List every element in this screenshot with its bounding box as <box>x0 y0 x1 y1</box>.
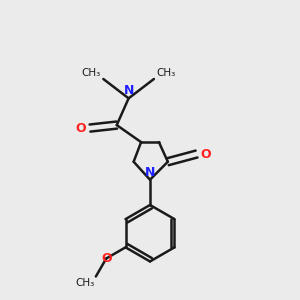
Text: O: O <box>200 148 211 160</box>
Text: N: N <box>123 84 134 97</box>
Text: O: O <box>76 122 86 134</box>
Text: CH₃: CH₃ <box>75 278 94 288</box>
Text: N: N <box>145 166 155 179</box>
Text: CH₃: CH₃ <box>156 68 176 77</box>
Text: O: O <box>101 252 112 265</box>
Text: CH₃: CH₃ <box>82 68 101 77</box>
